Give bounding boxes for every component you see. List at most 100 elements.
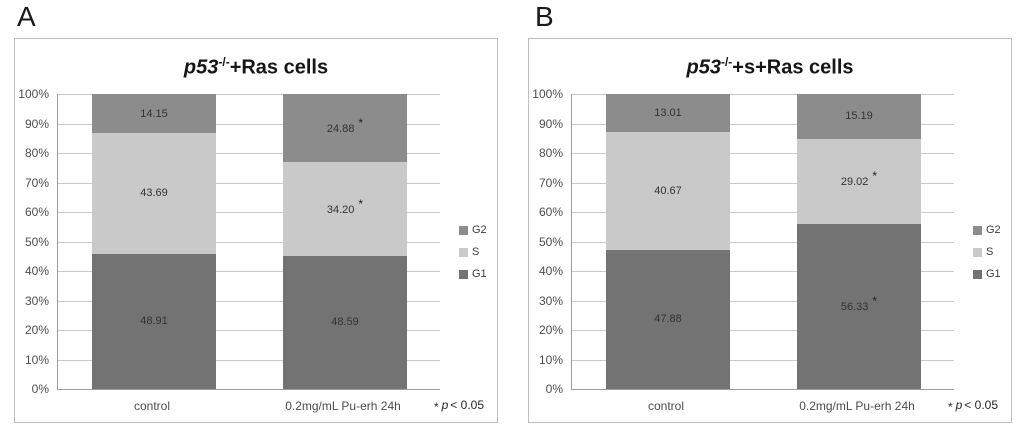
y-axis-tick-label: 90% bbox=[538, 116, 563, 131]
gridline bbox=[58, 300, 440, 302]
y-axis-tick-label: 40% bbox=[538, 264, 563, 278]
value-text: 48.59 bbox=[331, 316, 359, 329]
title-gene: p53 bbox=[686, 56, 721, 79]
gridline bbox=[58, 330, 440, 331]
segment-value-label: 15.19 bbox=[845, 110, 873, 122]
y-axis-tick-label: 100% bbox=[18, 87, 49, 101]
value-text: 48.91 bbox=[140, 315, 168, 328]
chart-panel-a: p53-/-+Ras cells 0% 10% 20% 30% 40% 50% 60% 70%… bbox=[14, 38, 498, 423]
y-axis-tick-label: 40% bbox=[24, 264, 49, 278]
y-axis-tick-label: 60% bbox=[24, 205, 49, 219]
segment-value-label: 56.33 * bbox=[840, 294, 877, 314]
gridline bbox=[572, 123, 954, 125]
bar-segment-g2: 14.15 bbox=[92, 94, 216, 134]
segment-value-label: 48.91 bbox=[140, 315, 168, 327]
plot-area: 48.91 43.69 14.15 48.59 34.20 * 24.88 * bbox=[57, 94, 440, 390]
bar-segment-g2: 24.88 * bbox=[283, 94, 407, 163]
bar-segment-s: 34.20 * bbox=[283, 162, 407, 256]
x-axis-label-control: control bbox=[647, 399, 685, 413]
bar-control: 48.91 43.69 14.15 bbox=[92, 94, 216, 389]
title-superscript: -/- bbox=[720, 55, 733, 69]
legend-swatch-g1-icon bbox=[973, 269, 982, 279]
segment-value-label: 43.69 bbox=[140, 187, 168, 199]
y-axis-tick-label: 20% bbox=[538, 323, 563, 337]
legend-item-g2: G2 bbox=[973, 219, 1001, 241]
y-axis-tick-label: 80% bbox=[24, 146, 49, 160]
segment-value-label: 48.59 bbox=[331, 316, 359, 328]
segment-value-label: 29.02 * bbox=[840, 169, 877, 189]
legend-label: G1 bbox=[472, 268, 487, 280]
gridline bbox=[572, 153, 954, 154]
gridline bbox=[572, 300, 954, 302]
value-text: 14.15 bbox=[140, 107, 168, 120]
legend: G2 S G1 bbox=[973, 219, 1001, 285]
y-axis-tick-label: 50% bbox=[24, 234, 49, 249]
significance-asterisk: * bbox=[872, 294, 878, 309]
value-text: 29.02 bbox=[840, 176, 869, 189]
gridline bbox=[572, 94, 954, 95]
legend-label: S bbox=[472, 246, 480, 258]
gridline bbox=[58, 359, 440, 361]
title-rest: +Ras cells bbox=[229, 56, 329, 79]
segment-value-label: 47.88 bbox=[654, 313, 682, 325]
legend-swatch-g2-icon bbox=[973, 225, 982, 235]
y-axis-tick-label: 10% bbox=[24, 352, 49, 367]
significance-asterisk: * bbox=[872, 169, 878, 184]
y-axis-tick-label: 30% bbox=[24, 293, 49, 308]
y-axis-tick-label: 0% bbox=[545, 382, 563, 396]
y-axis-tick-label: 20% bbox=[24, 323, 49, 337]
legend-swatch-s-icon bbox=[973, 247, 982, 257]
bar-segment-s: 43.69 bbox=[92, 133, 216, 254]
segment-value-label: 34.20 * bbox=[327, 197, 363, 216]
gridline bbox=[58, 153, 440, 154]
gridline bbox=[572, 271, 954, 272]
legend-label: G2 bbox=[472, 224, 487, 236]
y-axis-tick-label: 10% bbox=[538, 352, 563, 367]
y-axis-tick-label: 70% bbox=[24, 175, 49, 190]
chart-panel-b: p53-/-+s+Ras cells 0% 10% 20% 30% 40% 50% 60% 7… bbox=[528, 38, 1012, 423]
gridline bbox=[58, 241, 440, 243]
x-axis-label-treated: 0.2mg/mL Pu-erh 24h bbox=[799, 399, 915, 413]
significance-note: * p < 0.05 bbox=[948, 398, 998, 414]
y-axis-tick-label: 90% bbox=[24, 116, 49, 131]
bar-segment-g1: 56.33 * bbox=[797, 223, 921, 389]
plot-area: 47.88 40.67 13.01 56.33 * 29.02 * 15.19 bbox=[571, 94, 954, 390]
significance-note: * p < 0.05 bbox=[433, 398, 484, 414]
panel-label-a: A bbox=[17, 1, 36, 32]
value-text: 56.33 bbox=[840, 301, 869, 314]
gridline bbox=[572, 359, 954, 361]
segment-value-label: 24.88 * bbox=[327, 116, 363, 135]
legend-swatch-g1-icon bbox=[459, 269, 468, 279]
bar-segment-g2: 13.01 bbox=[606, 94, 730, 132]
y-axis-tick-label: 60% bbox=[538, 205, 563, 219]
y-axis-tick-label: 50% bbox=[538, 234, 563, 249]
significance-asterisk: * bbox=[358, 197, 364, 212]
y-axis-tick-label: 70% bbox=[538, 175, 563, 190]
legend-item-g1: G1 bbox=[973, 263, 1001, 285]
title-rest: +s+Ras cells bbox=[732, 56, 854, 79]
y-axis: 0% 10% 20% 30% 40% 50% 60% 70% 80% 90% 100% bbox=[529, 88, 565, 396]
legend-label: G2 bbox=[986, 224, 1001, 236]
gridline bbox=[58, 182, 440, 184]
segment-value-label: 40.67 bbox=[654, 185, 682, 197]
legend-item-g2: G2 bbox=[459, 219, 487, 241]
bar-segment-g1: 47.88 bbox=[606, 249, 730, 389]
legend-label: S bbox=[986, 246, 994, 258]
legend-swatch-g2-icon bbox=[459, 225, 468, 235]
p-variable: p bbox=[955, 398, 963, 412]
chart-title: p53-/-+Ras cells bbox=[15, 49, 497, 81]
asterisk-symbol: * bbox=[433, 400, 439, 414]
p-variable: p bbox=[441, 398, 449, 412]
x-axis-label-control: control bbox=[133, 399, 171, 413]
legend-item-g1: G1 bbox=[459, 263, 487, 285]
segment-value-label: 14.15 bbox=[140, 108, 168, 120]
legend-item-s: S bbox=[973, 241, 1001, 263]
bar-segment-g1: 48.91 bbox=[92, 253, 216, 389]
value-text: 15.19 bbox=[845, 110, 873, 123]
bar-segment-g1: 48.59 bbox=[283, 255, 407, 389]
p-threshold: < 0.05 bbox=[450, 398, 484, 412]
gridline bbox=[58, 94, 440, 95]
y-axis-tick-label: 0% bbox=[31, 382, 49, 396]
value-text: 40.67 bbox=[654, 184, 682, 197]
